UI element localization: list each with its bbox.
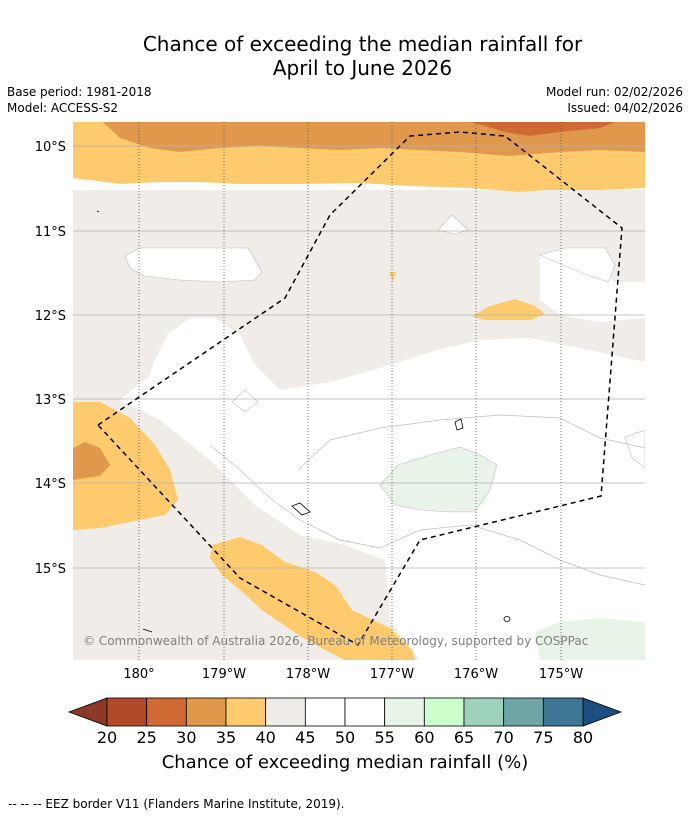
lon-label: 177°W <box>370 667 414 682</box>
colorbar-segment <box>542 697 584 727</box>
white-pocket-4 <box>231 389 259 413</box>
lat-label: 12°S <box>35 309 66 324</box>
chart-title-line2: April to June 2026 <box>272 56 453 80</box>
prob-patch-30-35-left <box>73 442 110 480</box>
island <box>96 210 100 213</box>
map-panel: © Commonwealth of Australia 2026, Bureau… <box>73 122 645 660</box>
eez-footnote: -- -- -- EEZ border V11 (Flanders Marine… <box>8 797 345 811</box>
colorbar-segment <box>225 697 267 727</box>
colorbar-tick-label: 40 <box>255 728 275 747</box>
lat-label: 11°S <box>35 225 66 240</box>
lon-label: 180° <box>123 667 154 682</box>
chart-title-line1: Chance of exceeding the median rainfall … <box>142 32 583 56</box>
base-period: Base period: 1981-2018 <box>7 85 152 99</box>
contour-line-2 <box>209 444 645 586</box>
prob-patch-35-40-left <box>73 402 178 530</box>
colorbar-tick-label: 50 <box>335 728 355 747</box>
lat-label: 15°S <box>35 562 66 577</box>
colorbar-tick-label: 45 <box>295 728 315 747</box>
lon-label: 176°W <box>454 667 498 682</box>
model-run: Model run: 02/02/2026 <box>545 85 683 99</box>
white-pocket-2 <box>124 247 263 283</box>
colorbar-tick-label: 25 <box>136 728 156 747</box>
model-name: Model: ACCESS-S2 <box>7 101 119 115</box>
prob-band-40-45 <box>73 190 645 410</box>
colorbar-segment <box>185 697 227 727</box>
colorbar-tick-label: 30 <box>176 728 196 747</box>
lat-label: 10°S <box>35 140 66 155</box>
colorbar-segment <box>106 697 148 727</box>
lat-label: 13°S <box>35 393 66 408</box>
lat-axis: 10°S 11°S 12°S 13°S 14°S 15°S <box>35 140 66 577</box>
colorbar-segment <box>503 697 544 727</box>
colorbar-segment <box>384 697 425 727</box>
colorbar: 20 25 30 35 40 45 50 55 60 65 70 75 80 <box>67 697 623 747</box>
copyright-notice: © Commonwealth of Australia 2026, Bureau… <box>83 634 588 648</box>
colorbar-tick-label: 80 <box>573 728 593 747</box>
colorbar-tick-label: 70 <box>493 728 513 747</box>
colorbar-segment <box>304 697 346 727</box>
prob-band-25-30-top <box>470 122 615 136</box>
colorbar-tick-label: 75 <box>533 728 553 747</box>
island <box>503 616 511 622</box>
prob-patch-55-60-bottom <box>535 618 645 660</box>
colorbar-segment <box>423 697 465 727</box>
colorbar-tick-label: 55 <box>374 728 394 747</box>
colorbar-tick-label: 35 <box>216 728 236 747</box>
white-pocket-1 <box>437 214 469 235</box>
prob-band-40-45-left <box>73 292 170 400</box>
island <box>142 628 153 633</box>
island <box>454 418 464 431</box>
colorbar-segment <box>146 697 187 727</box>
issued-date: Issued: 04/02/2026 <box>567 101 683 115</box>
lon-label: 178°W <box>286 667 330 682</box>
island <box>291 502 311 516</box>
white-pocket-3 <box>539 247 616 283</box>
lat-label: 14°S <box>35 477 66 492</box>
contour-line <box>297 414 645 471</box>
prob-patch-55-60 <box>379 446 498 513</box>
colorbar-extend-low <box>67 697 108 727</box>
lat-gridlines <box>73 145 645 569</box>
lon-axis: 180° 179°W 178°W 177°W 176°W 175°W <box>123 667 583 682</box>
colorbar-extend-high <box>582 697 623 727</box>
white-pocket-5 <box>624 429 645 469</box>
colorbar-segment <box>265 697 306 727</box>
colorbar-tick-label: 65 <box>454 728 474 747</box>
colorbar-segment <box>463 697 505 727</box>
lon-label: 179°W <box>202 667 246 682</box>
colorbar-segment <box>344 697 386 727</box>
prob-patch-35-40-tiny <box>389 272 396 282</box>
colorbar-tick-label: 20 <box>97 728 117 747</box>
lon-label: 175°W <box>539 667 583 682</box>
colorbar-title: Chance of exceeding median rainfall (%) <box>161 752 529 773</box>
colorbar-tick-label: 60 <box>414 728 434 747</box>
